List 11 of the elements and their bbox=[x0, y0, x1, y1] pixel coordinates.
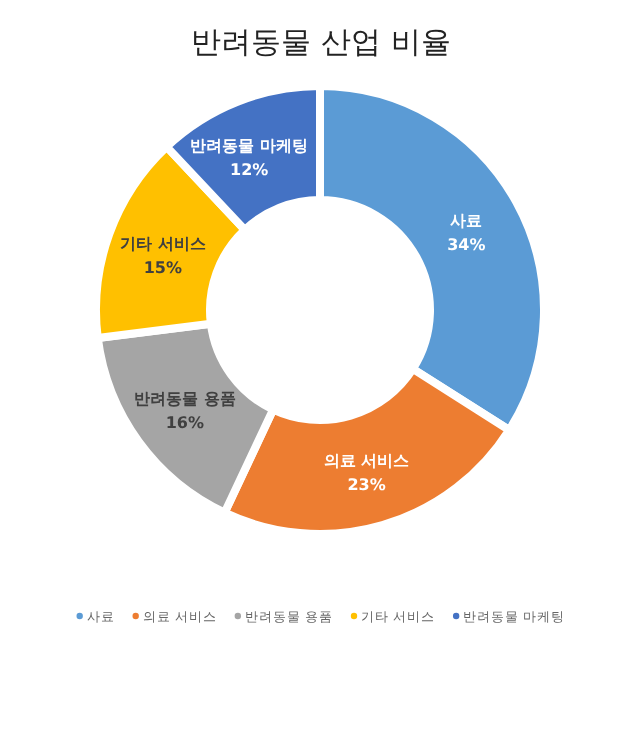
slice-label: 반려동물 용품 bbox=[134, 390, 236, 409]
slice-label: 반려동물 마케팅 bbox=[190, 136, 308, 155]
data-label: 34% bbox=[447, 235, 486, 254]
data-label: 15% bbox=[143, 259, 183, 278]
slice-label: 사료 bbox=[450, 211, 483, 230]
chart-title: 반려동물 산업 비율 bbox=[191, 24, 451, 60]
data-label: 12% bbox=[230, 160, 269, 179]
slice-label: 기타 서비스 bbox=[120, 235, 206, 254]
slice-label: 의료 서비스 bbox=[323, 452, 410, 471]
data-label: 23% bbox=[347, 476, 386, 495]
data-label: 16% bbox=[165, 414, 205, 433]
